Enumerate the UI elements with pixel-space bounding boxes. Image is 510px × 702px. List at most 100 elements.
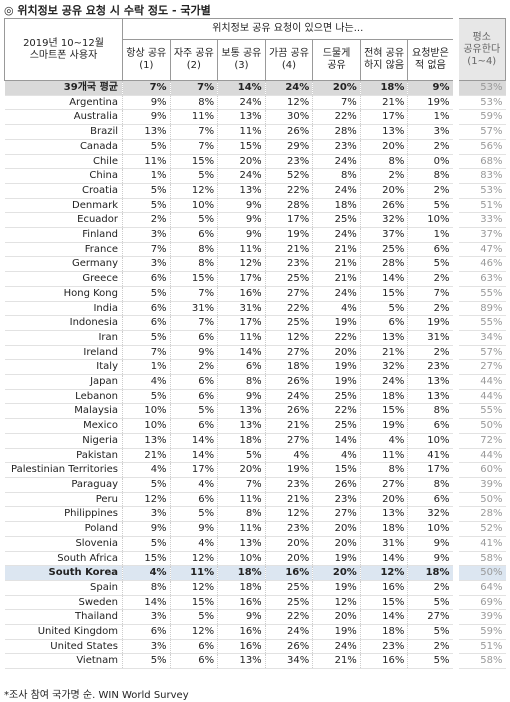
cell-value: 13% bbox=[122, 124, 171, 140]
cell-value: 15% bbox=[312, 462, 361, 478]
cell-value: 6% bbox=[169, 653, 218, 670]
table-row: Spain 8% 12% 18% 25% 19% 16% 2% 64% bbox=[4, 580, 506, 596]
header-period: 2019년 10~12월 bbox=[23, 37, 104, 49]
cell-value: 51% bbox=[452, 639, 506, 655]
column-header: 항상 공유 (1) bbox=[122, 39, 171, 81]
cell-value: 25% bbox=[264, 315, 313, 331]
table-row: Finland 3% 6% 9% 19% 24% 37% 1% 37% bbox=[4, 227, 506, 243]
cell-value: 44% bbox=[452, 374, 506, 390]
cell-value: 20% bbox=[264, 551, 313, 567]
cell-value: 41% bbox=[407, 448, 456, 464]
cell-value: 9% bbox=[407, 551, 456, 567]
cell-value: 20% bbox=[312, 609, 361, 626]
cell-value: 6% bbox=[407, 418, 456, 434]
cell-value: 20% bbox=[312, 345, 361, 361]
country-name: South Africa bbox=[4, 551, 123, 567]
cell-value: 19% bbox=[359, 418, 408, 434]
table-body: 39개국 평균 7% 7% 14% 24% 20% 18% 9% 53% Argentina 9% 8… bbox=[4, 80, 506, 670]
cell-value: 55% bbox=[452, 315, 506, 331]
cell-value: 6% bbox=[169, 639, 218, 655]
cell-value: 10% bbox=[407, 433, 456, 449]
header-group: 위치정보 공유 요청이 있으면 나는... bbox=[122, 18, 456, 40]
cell-value: 15% bbox=[169, 595, 218, 611]
table-row: India 6% 31% 31% 22% 4% 5% 2% 89% bbox=[4, 301, 506, 317]
cell-value: 34% bbox=[452, 330, 506, 346]
cell-value: 52% bbox=[452, 521, 506, 537]
cell-value: 13% bbox=[359, 124, 408, 140]
cell-value: 5% bbox=[122, 477, 171, 493]
table-row: South Africa 15% 12% 10% 20% 19% 14% 9% 58% bbox=[4, 551, 506, 567]
table-row: Chile 11% 15% 20% 23% 24% 8% 0% 68% bbox=[4, 154, 506, 170]
cell-value: 14% bbox=[312, 433, 361, 449]
cell-value: 8% bbox=[359, 462, 408, 478]
cell-value: 34% bbox=[264, 653, 313, 670]
country-name: 39개국 평균 bbox=[4, 80, 123, 96]
cell-value: 18% bbox=[217, 433, 266, 449]
table-row: Greece 6% 15% 17% 25% 21% 14% 2% 63% bbox=[4, 271, 506, 287]
cell-value: 28% bbox=[452, 506, 506, 523]
table-row: Sweden 14% 15% 16% 25% 12% 15% 5% 69% bbox=[4, 595, 506, 611]
cell-value: 16% bbox=[217, 286, 266, 302]
country-name: Greece bbox=[4, 271, 123, 287]
column-header: 전혀 공유 하지 않음 bbox=[359, 39, 409, 81]
cell-value: 3% bbox=[122, 227, 171, 243]
cell-value: 6% bbox=[122, 315, 171, 331]
cell-value: 23% bbox=[264, 477, 313, 493]
cell-value: 9% bbox=[217, 198, 266, 214]
country-name: Japan bbox=[4, 374, 123, 390]
cell-value: 24% bbox=[217, 168, 266, 184]
cell-value: 4% bbox=[122, 565, 171, 581]
cell-value: 17% bbox=[359, 109, 408, 126]
table-row: Australia 9% 11% 13% 30% 22% 17% 1% 59% bbox=[4, 109, 506, 126]
cell-value: 22% bbox=[312, 403, 361, 420]
cell-value: 1% bbox=[122, 359, 171, 376]
cell-value: 58% bbox=[452, 653, 506, 670]
cell-value: 15% bbox=[359, 403, 408, 420]
cell-value: 9% bbox=[217, 609, 266, 626]
cell-value: 5% bbox=[359, 301, 408, 317]
table-row: Paraguay 5% 4% 7% 23% 26% 27% 8% 39% bbox=[4, 477, 506, 493]
cell-value: 5% bbox=[169, 506, 218, 523]
cell-value: 25% bbox=[312, 212, 361, 229]
cell-value: 15% bbox=[359, 595, 408, 611]
cell-value: 58% bbox=[452, 551, 506, 567]
cell-value: 1% bbox=[122, 168, 171, 184]
cell-value: 5% bbox=[122, 198, 171, 214]
cell-value: 69% bbox=[452, 595, 506, 611]
cell-value: 20% bbox=[217, 154, 266, 170]
cell-value: 7% bbox=[169, 286, 218, 302]
cell-value: 13% bbox=[217, 653, 266, 670]
cell-value: 5% bbox=[407, 256, 456, 273]
cell-value: 19% bbox=[264, 227, 313, 243]
page-title: ◎ 위치정보 공유 요청 시 수락 정도 - 국가별 bbox=[4, 4, 211, 17]
cell-value: 5% bbox=[169, 212, 218, 229]
cell-value: 26% bbox=[312, 477, 361, 493]
cell-value: 23% bbox=[264, 154, 313, 170]
column-header: 요청받은 적 없음 bbox=[407, 39, 456, 81]
cell-value: 20% bbox=[359, 139, 408, 155]
cell-value: 44% bbox=[452, 448, 506, 464]
cell-value: 15% bbox=[122, 551, 171, 567]
cell-value: 5% bbox=[122, 536, 171, 552]
column-header-line: 적 없음 bbox=[415, 60, 446, 71]
cell-value: 6% bbox=[359, 315, 408, 331]
cell-value: 10% bbox=[217, 551, 266, 567]
cell-value: 4% bbox=[312, 301, 361, 317]
cell-value: 7% bbox=[122, 80, 171, 96]
country-name: Philippines bbox=[4, 506, 123, 523]
cell-value: 8% bbox=[169, 95, 218, 111]
cell-value: 17% bbox=[169, 462, 218, 478]
cell-value: 25% bbox=[264, 580, 313, 596]
table-row: Pakistan 21% 14% 5% 4% 4% 11% 41% 44% bbox=[4, 448, 506, 464]
cell-value: 13% bbox=[407, 389, 456, 405]
column-header-line: 가끔 공유 bbox=[268, 48, 309, 59]
cell-value: 21% bbox=[312, 653, 361, 670]
footnote: *조사 참여 국가명 순. WIN World Survey bbox=[4, 690, 189, 701]
cell-value: 11% bbox=[217, 330, 266, 346]
country-name: Spain bbox=[4, 580, 123, 596]
cell-value: 14% bbox=[122, 595, 171, 611]
cell-value: 9% bbox=[122, 109, 171, 126]
cell-value: 64% bbox=[452, 580, 506, 596]
cell-value: 6% bbox=[169, 492, 218, 508]
